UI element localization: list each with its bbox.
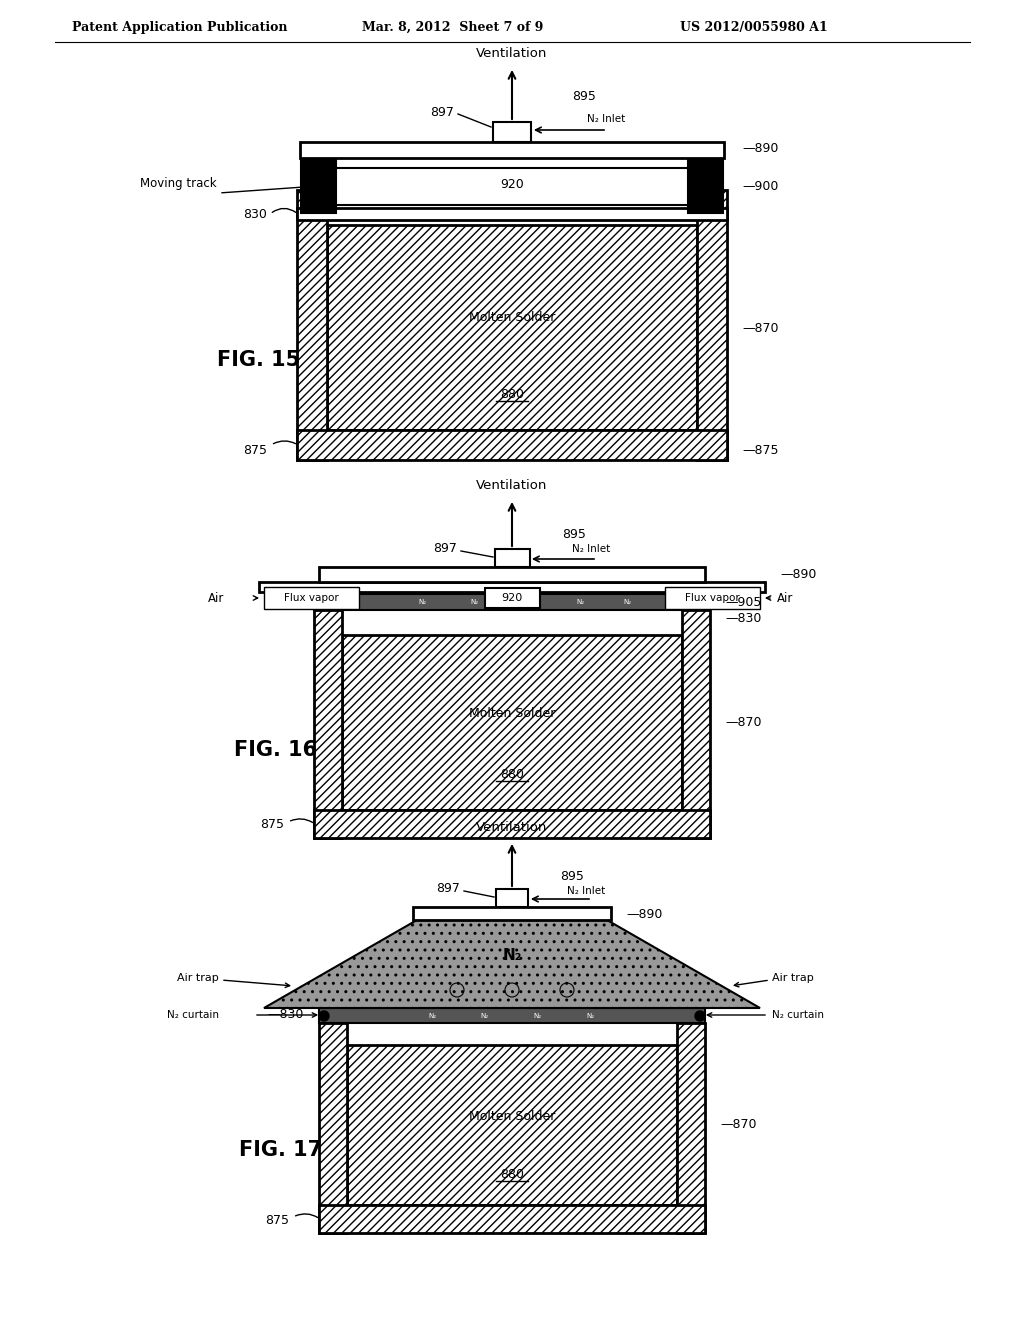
Text: N₂ Inlet: N₂ Inlet: [587, 114, 626, 124]
Text: Patent Application Publication: Patent Application Publication: [72, 21, 288, 33]
Text: Air trap: Air trap: [772, 973, 814, 983]
Text: —870: —870: [742, 322, 778, 334]
Text: Molten Solder: Molten Solder: [469, 708, 555, 721]
Text: 895: 895: [562, 528, 586, 541]
Text: 830: 830: [243, 207, 267, 220]
Text: Ventilation: Ventilation: [476, 821, 548, 834]
Bar: [493, 121, 531, 143]
Bar: [697, 190, 727, 459]
Bar: [314, 594, 710, 610]
Text: —830: —830: [267, 1008, 304, 1022]
Bar: [319, 1205, 705, 1233]
Text: 897: 897: [436, 883, 460, 895]
Bar: [314, 810, 710, 838]
Bar: [495, 549, 530, 568]
Text: 895: 895: [572, 91, 596, 103]
Text: 897: 897: [433, 543, 457, 556]
Bar: [327, 224, 697, 430]
Text: N₂: N₂: [470, 599, 478, 605]
Text: Air: Air: [777, 591, 794, 605]
Bar: [297, 430, 727, 459]
Text: —890: —890: [742, 141, 778, 154]
Bar: [301, 158, 336, 213]
Bar: [297, 190, 327, 459]
Circle shape: [319, 1011, 329, 1020]
Text: 880: 880: [500, 388, 524, 401]
Text: —875: —875: [742, 444, 778, 457]
Text: 875: 875: [260, 818, 284, 832]
Text: 880: 880: [500, 768, 524, 781]
Text: 897: 897: [430, 106, 454, 119]
Text: 875: 875: [265, 1213, 289, 1226]
Bar: [300, 143, 724, 158]
Circle shape: [314, 597, 324, 607]
Text: —870: —870: [720, 1118, 757, 1131]
Text: N₂: N₂: [428, 1012, 436, 1019]
Text: N₂ curtain: N₂ curtain: [167, 1010, 219, 1020]
Bar: [677, 1023, 705, 1233]
Text: N₂: N₂: [532, 1012, 541, 1019]
Text: N₂: N₂: [586, 1012, 594, 1019]
Text: Air: Air: [208, 591, 224, 605]
Text: Molten Solder: Molten Solder: [469, 310, 555, 323]
Bar: [264, 587, 359, 609]
Text: N₂ curtain: N₂ curtain: [772, 1010, 824, 1020]
Text: N₂: N₂: [575, 599, 584, 605]
Bar: [319, 1023, 347, 1233]
Text: Mar. 8, 2012  Sheet 7 of 9: Mar. 8, 2012 Sheet 7 of 9: [362, 21, 544, 33]
Bar: [314, 610, 342, 838]
Polygon shape: [264, 920, 760, 1008]
Text: 880: 880: [500, 1168, 524, 1181]
Text: Molten Solder: Molten Solder: [469, 1110, 555, 1123]
Text: US 2012/0055980 A1: US 2012/0055980 A1: [680, 21, 827, 33]
Text: N₂: N₂: [523, 599, 531, 605]
Text: Ventilation: Ventilation: [476, 479, 548, 492]
Text: Air trap: Air trap: [177, 973, 219, 983]
Text: Flux vapor: Flux vapor: [685, 593, 739, 603]
Text: N₂: N₂: [623, 599, 631, 605]
Text: N₂: N₂: [503, 949, 521, 964]
Text: N₂: N₂: [480, 1012, 488, 1019]
Text: —905: —905: [725, 595, 762, 609]
Text: FIG. 17: FIG. 17: [239, 1140, 323, 1160]
Bar: [259, 582, 765, 591]
Text: 920: 920: [502, 593, 522, 603]
Circle shape: [700, 597, 710, 607]
Text: —890: —890: [780, 569, 816, 582]
Text: 875: 875: [243, 444, 267, 457]
Text: 895: 895: [560, 870, 584, 883]
Bar: [319, 1008, 705, 1023]
Text: Ventilation: Ventilation: [476, 48, 548, 59]
Text: —870: —870: [725, 717, 762, 730]
Bar: [347, 1045, 677, 1205]
Text: N₂ Inlet: N₂ Inlet: [567, 886, 605, 896]
Bar: [485, 587, 540, 609]
Bar: [297, 209, 727, 220]
Text: FIG. 16: FIG. 16: [234, 741, 317, 760]
Text: N₂ Inlet: N₂ Inlet: [572, 544, 610, 554]
Bar: [665, 587, 760, 609]
Text: —900: —900: [742, 180, 778, 193]
Circle shape: [695, 1011, 705, 1020]
Bar: [413, 907, 611, 920]
Bar: [342, 635, 682, 810]
Text: —830: —830: [725, 611, 762, 624]
Bar: [682, 610, 710, 838]
Bar: [319, 568, 705, 582]
Text: 920: 920: [500, 178, 524, 191]
Text: Flux vapor: Flux vapor: [284, 593, 338, 603]
Text: N₂: N₂: [418, 599, 426, 605]
Text: FIG. 15: FIG. 15: [217, 350, 300, 370]
Text: —890: —890: [626, 908, 663, 920]
Bar: [688, 158, 723, 213]
Text: Moving track: Moving track: [140, 177, 217, 190]
Bar: [496, 888, 528, 907]
Bar: [336, 168, 688, 205]
